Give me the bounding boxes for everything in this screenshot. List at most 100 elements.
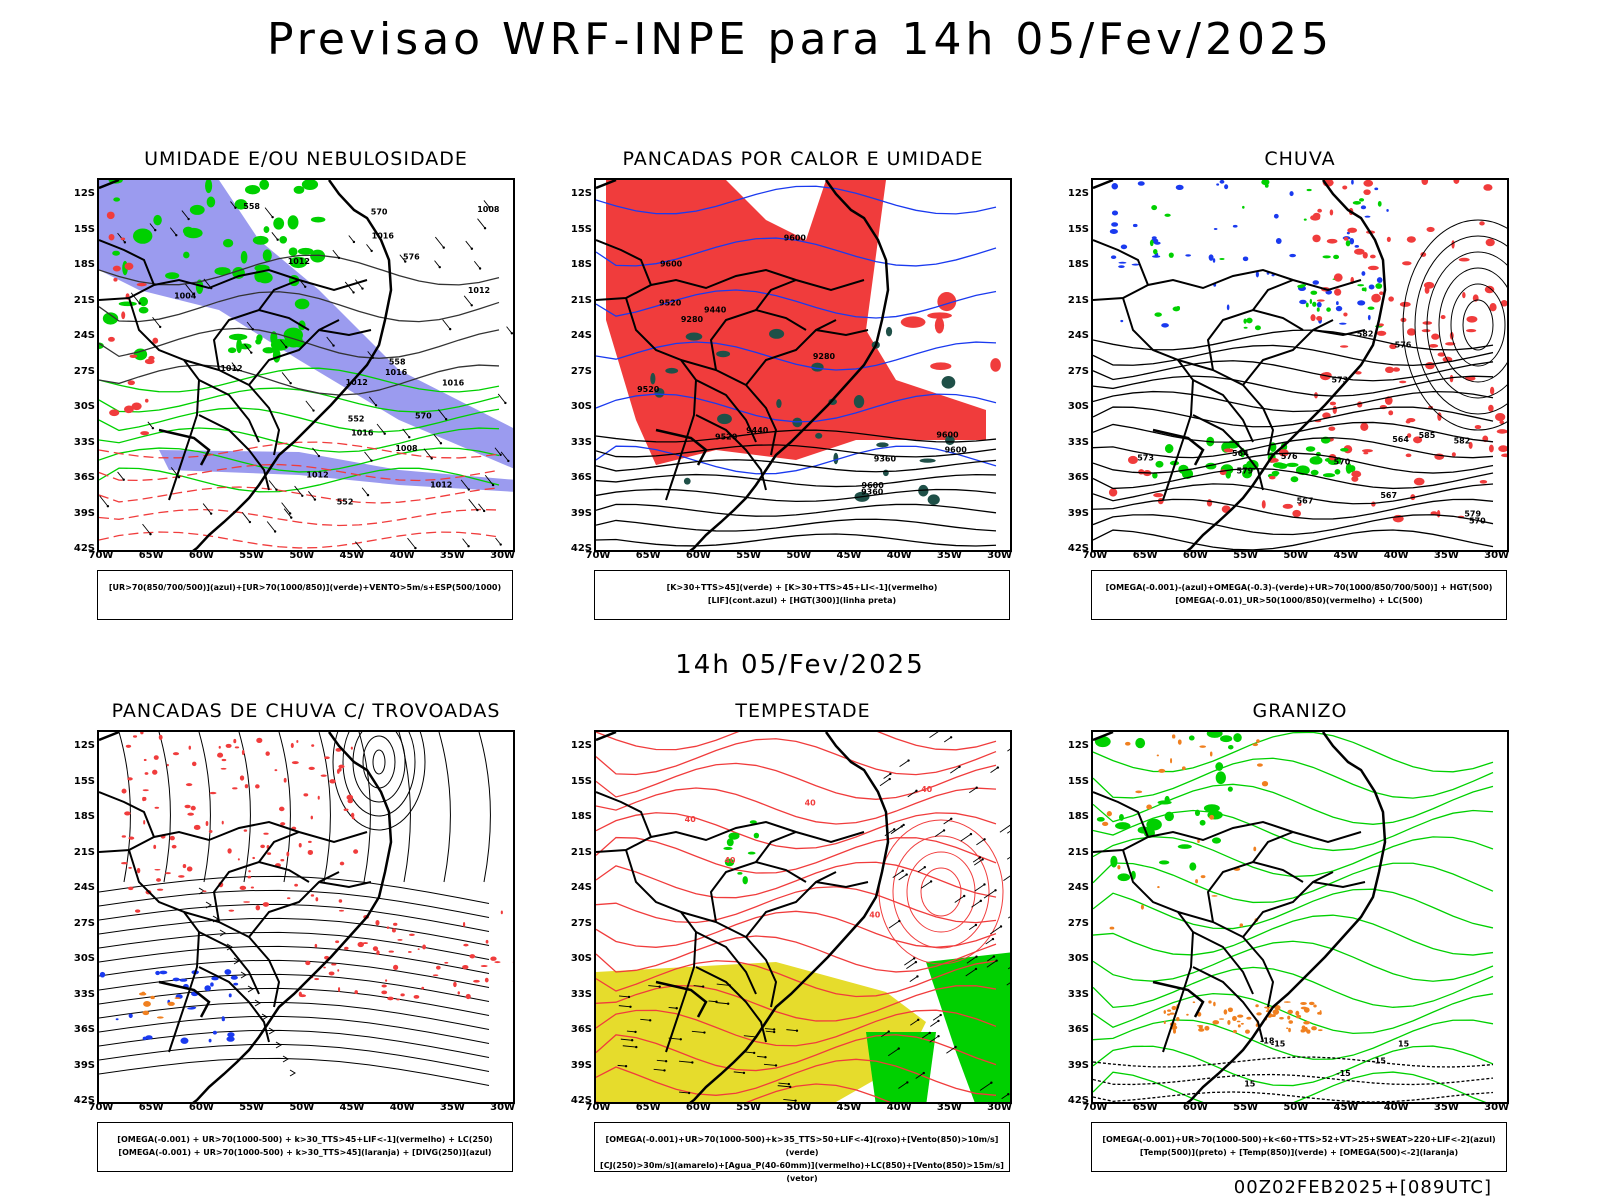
temp850-contour — [1093, 862, 1494, 904]
storm-area — [132, 735, 138, 738]
contour-label: 1012 — [430, 481, 452, 490]
wind-vector — [246, 321, 254, 330]
divergence-area — [233, 982, 239, 986]
green-contour — [262, 249, 272, 262]
omega-area — [1110, 255, 1117, 260]
storm-area — [337, 987, 341, 992]
coastline — [596, 180, 890, 550]
omega-area — [1219, 180, 1225, 184]
omega-area — [1168, 252, 1174, 258]
omega-area — [1345, 240, 1351, 247]
country-border — [1093, 791, 1149, 838]
omega500-area — [1156, 754, 1159, 757]
wind-vector — [366, 244, 373, 252]
temp850-contour — [1117, 873, 1131, 882]
latitude-label: 39S — [73, 1059, 95, 1071]
forecast-map — [97, 730, 515, 1104]
wind-vector — [434, 236, 445, 248]
coastline — [1093, 180, 1387, 550]
rain-area — [1431, 333, 1440, 340]
country-border — [695, 931, 757, 995]
country-border — [680, 359, 778, 456]
wind-vector — [618, 1005, 631, 1008]
wind-vector — [950, 766, 960, 774]
precipitable-water-contour — [596, 762, 997, 800]
storm-area — [243, 829, 248, 832]
streamline — [99, 1057, 490, 1086]
omega500-area — [1253, 846, 1257, 852]
storm-area — [154, 806, 160, 809]
rain-area — [1317, 208, 1322, 213]
storm-area — [274, 769, 278, 772]
omega-area — [1164, 213, 1171, 217]
contour-label: 567 — [1297, 496, 1314, 505]
latitude-label: 12S — [570, 740, 592, 751]
streamline — [99, 1043, 490, 1072]
omega-area — [1368, 284, 1375, 290]
rain-area — [1500, 299, 1507, 307]
divergence-area — [180, 1037, 189, 1044]
country-border — [1242, 319, 1334, 386]
rain-area — [1347, 227, 1358, 233]
orange-area — [143, 1001, 151, 1007]
temp850-contour — [1093, 732, 1494, 773]
latitude-label: 18S — [570, 259, 592, 270]
country-border — [99, 239, 155, 286]
divergence-area — [204, 985, 211, 992]
omega500-area — [1287, 1015, 1291, 1020]
longitude-label: 30W — [490, 550, 516, 561]
temp850-contour — [1220, 735, 1233, 743]
omega-area — [1164, 443, 1174, 454]
storm-area — [283, 777, 287, 783]
omega500-area — [1264, 1006, 1271, 1009]
longitude-label: 40W — [1383, 550, 1409, 561]
omega-area — [1326, 307, 1331, 312]
streamline — [478, 732, 491, 883]
storm-area — [469, 954, 476, 959]
hgt500-contour — [1093, 498, 1494, 520]
rain-area — [1449, 374, 1454, 383]
thickness-contour — [99, 531, 500, 549]
wind-vector — [434, 260, 441, 268]
storm-area — [184, 804, 191, 809]
omega500-area — [1192, 1001, 1196, 1004]
contour-label: 40 — [921, 785, 933, 794]
green-contour — [283, 327, 304, 343]
rain-area — [1388, 410, 1394, 416]
contour-label: 579 — [1464, 509, 1481, 518]
storm-area — [462, 921, 466, 928]
latitude-label: 24S — [1067, 330, 1089, 341]
longitude-label: 35W — [1433, 1102, 1459, 1113]
convection-area — [934, 317, 945, 334]
pressure-isobar — [99, 254, 500, 286]
wind-vector — [656, 1059, 667, 1062]
contour-label: 552 — [348, 414, 365, 423]
legend-line: [OMEGA(-0.001) + UR>70(1000-500) + k>30_… — [118, 1148, 492, 1157]
latitude-label: 24S — [570, 882, 592, 893]
omega500-area — [1255, 1004, 1259, 1008]
wind-vector — [1001, 1093, 1009, 1100]
rain-area — [1376, 330, 1387, 336]
longitude-label: 35W — [1433, 550, 1459, 561]
temp850-contour — [1188, 735, 1195, 741]
orange-area — [142, 1010, 150, 1016]
storm-area — [191, 761, 197, 767]
omega-area — [1312, 301, 1317, 307]
longitude-label: 55W — [1233, 1102, 1259, 1113]
green-area — [811, 362, 824, 372]
contour-label: 582 — [1454, 437, 1471, 446]
storm-area — [120, 862, 128, 865]
wind-vector — [478, 503, 485, 512]
wind-vector — [744, 1051, 755, 1054]
longitude-label: 60W — [188, 550, 214, 561]
latitude-label: 12S — [570, 188, 592, 199]
contour-label: 579 — [1237, 466, 1254, 475]
green-contour — [270, 338, 290, 351]
contour-label: 1012 — [220, 364, 242, 373]
green-area — [650, 372, 656, 385]
green-contour — [289, 256, 308, 269]
rain-area — [1268, 475, 1276, 480]
hgt300-contour — [596, 473, 997, 488]
hgt300-contour — [596, 503, 997, 517]
latitude-label: 33S — [73, 988, 95, 1000]
